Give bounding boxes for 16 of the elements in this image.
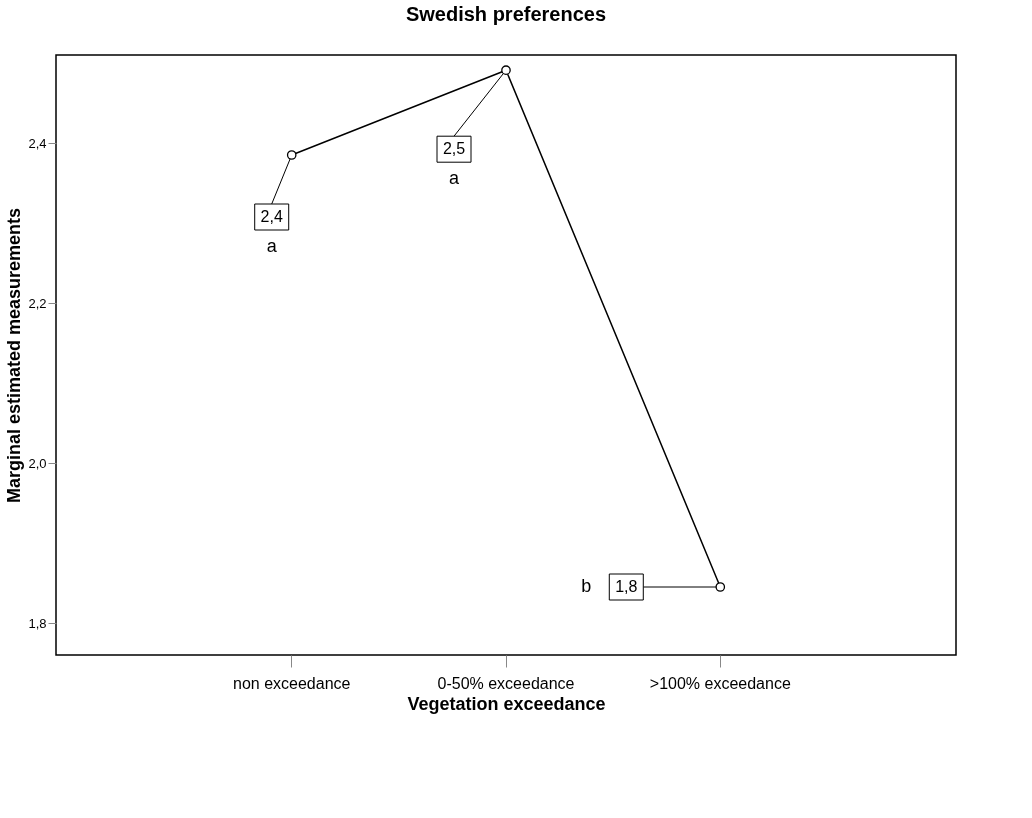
- x-tick-label: >100% exceedance: [649, 674, 791, 692]
- annotation: a: [448, 168, 460, 189]
- y-axis-title: Marginal estimated measurements: [4, 207, 25, 504]
- x-axis-title: Vegetation exceedance: [407, 693, 606, 714]
- annotation: a: [266, 236, 278, 256]
- y-tick-label: 2,4: [28, 135, 47, 151]
- data-label: 2,4: [260, 208, 283, 225]
- y-tick-label: 2,2: [28, 295, 47, 311]
- annotation: b: [581, 576, 592, 596]
- y-tick-label: 2,0: [28, 455, 47, 471]
- data-label: 1,8: [615, 578, 638, 595]
- data-label: 2,5: [442, 140, 466, 158]
- x-tick-label: 0-50% exceedance: [437, 674, 575, 692]
- x-tick-label: non exceedance: [233, 674, 351, 692]
- y-tick-label: 1,8: [28, 615, 47, 631]
- chart-title: Swedish preferences: [405, 3, 607, 25]
